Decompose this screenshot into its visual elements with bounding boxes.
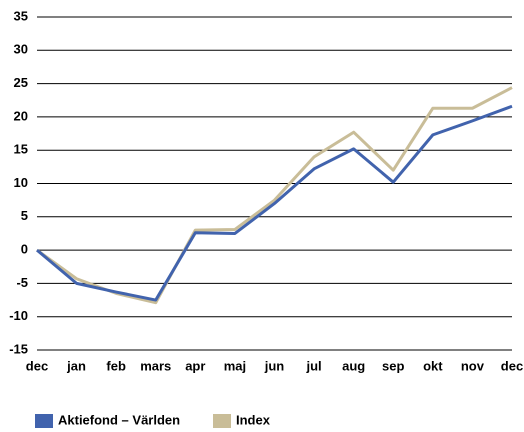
y-tick-label: 10 [14, 175, 28, 190]
y-tick-label: 35 [14, 8, 28, 23]
y-tick-label: 25 [14, 75, 28, 90]
x-tick-label: okt [423, 358, 443, 373]
y-tick-label: 15 [14, 142, 28, 157]
y-tick-label: 0 [21, 242, 28, 257]
series-line [36, 86, 513, 305]
legend-swatch [213, 414, 231, 428]
x-tick-label: feb [106, 358, 126, 373]
y-tick-label: -10 [9, 308, 28, 323]
x-tick-label: jan [66, 358, 86, 373]
x-tick-label: aug [342, 358, 365, 373]
y-tick-label: 20 [14, 108, 28, 123]
x-tick-label: apr [185, 358, 205, 373]
x-tick-label: dec [26, 358, 48, 373]
legend-label: Index [236, 412, 271, 427]
y-tick-label: -15 [9, 341, 28, 356]
y-tick-label: -5 [16, 275, 28, 290]
x-tick-label: sep [382, 358, 404, 373]
y-tick-label: 30 [14, 42, 28, 57]
x-tick-label: nov [461, 358, 485, 373]
legend-swatch [35, 414, 53, 428]
x-tick-label: dec [501, 358, 523, 373]
x-tick-label: jun [264, 358, 285, 373]
y-tick-label: 5 [21, 208, 28, 223]
legend-label: Aktiefond – Världen [58, 412, 180, 427]
series-line [36, 104, 513, 302]
x-tick-label: mars [140, 358, 171, 373]
x-tick-label: maj [224, 358, 246, 373]
x-tick-label: jul [305, 358, 321, 373]
